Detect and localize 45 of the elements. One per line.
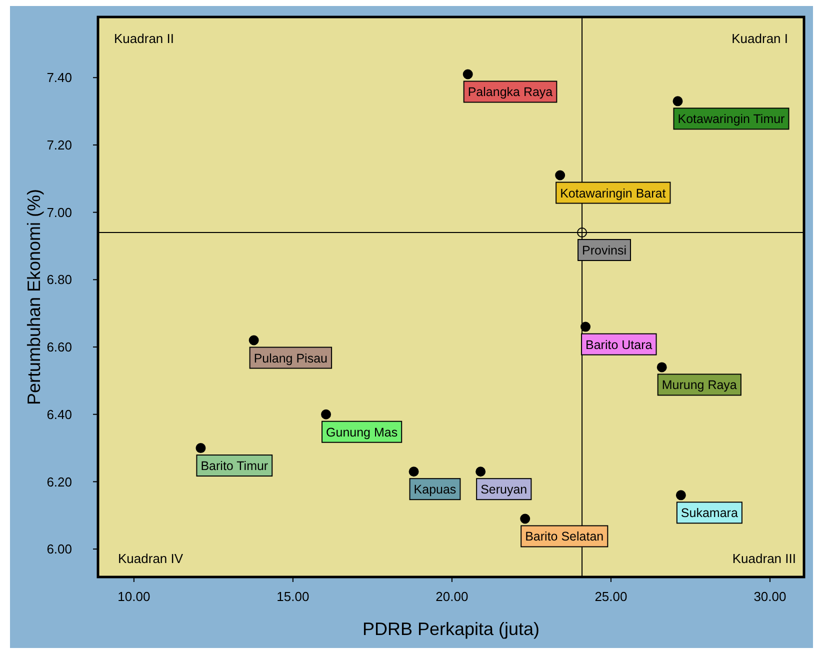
point <box>672 96 683 106</box>
point <box>462 69 473 80</box>
annotation: Sukamara <box>680 506 738 520</box>
annotation: Kapuas <box>414 482 456 497</box>
y-tick-label: 6.60 <box>46 340 72 355</box>
annotation: Palangka Raya <box>468 85 553 100</box>
y-tick-label: 6.80 <box>46 272 72 288</box>
y-tick-label: 7.00 <box>46 204 72 220</box>
point <box>476 466 486 477</box>
point <box>555 170 566 180</box>
annotation: Kotawaringin Barat <box>560 186 666 200</box>
point <box>676 490 686 500</box>
point <box>580 322 591 332</box>
x-axis-title: PDRB Perkapita (juta) <box>362 619 540 639</box>
annotation: Murung Raya <box>662 378 737 392</box>
y-tick-label: 7.40 <box>46 70 72 86</box>
annotation: Kuadran I <box>732 31 788 46</box>
annotation: Gunung Mas <box>326 425 398 440</box>
annotation: Barito Utara <box>586 338 652 352</box>
x-tick-label: 30.00 <box>754 589 786 604</box>
x-tick-label: 10.00 <box>118 589 150 604</box>
point <box>577 228 588 238</box>
annotation: Barito Selatan <box>525 530 604 544</box>
x-tick-label: 15.00 <box>276 589 310 604</box>
annotation: Kuadran II <box>114 31 174 46</box>
point <box>656 362 667 372</box>
y-tick-label: 7.20 <box>46 138 72 153</box>
annotation: Kotawaringin Timur <box>678 112 785 126</box>
point <box>321 409 332 420</box>
annotation: Barito Timur <box>200 459 268 474</box>
point <box>196 443 206 454</box>
point <box>248 335 259 346</box>
annotation: Kuadran IV <box>118 551 184 566</box>
point <box>520 514 530 524</box>
annotation: Provinsi <box>582 244 626 258</box>
y-axis-title: Pertumbuhan Ekonomi (%) <box>24 188 44 406</box>
point <box>408 466 419 477</box>
annotation: Seruyan <box>480 482 528 497</box>
y-tick-label: 6.00 <box>46 542 72 557</box>
annotation: Pulang Pisau <box>254 351 328 366</box>
x-tick-label: 25.00 <box>594 589 628 604</box>
x-tick-label: 20.00 <box>436 589 468 604</box>
annotation: Kuadran III <box>732 551 796 566</box>
y-tick-label: 6.40 <box>46 406 72 422</box>
y-tick-label: 6.20 <box>46 474 72 490</box>
